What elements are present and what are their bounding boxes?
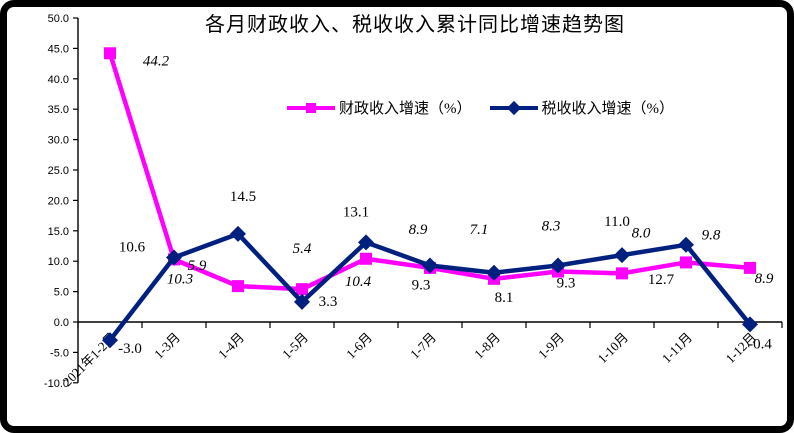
data-point-label: 10.6	[119, 240, 146, 256]
y-tick-label: 30.0	[48, 135, 69, 147]
data-point-label: 44.2	[143, 53, 170, 69]
legend: 财政收入增速（%） 税收收入增速（%）	[287, 97, 674, 118]
data-point-marker	[166, 249, 182, 266]
data-point-marker	[358, 234, 374, 251]
data-point-marker	[360, 252, 372, 265]
y-tick-label: 15.0	[48, 226, 69, 238]
y-tick-label: -5.0	[50, 347, 69, 359]
x-category-label: 1-11月	[659, 330, 695, 366]
y-tick-label: 25.0	[48, 165, 69, 177]
data-point-label: 8.9	[755, 271, 774, 287]
x-category-label: 1-3月	[151, 330, 183, 362]
data-point-label: 11.0	[604, 214, 630, 230]
data-point-label: 8.1	[495, 290, 514, 306]
data-point-label: 5.4	[293, 241, 312, 257]
data-point-label: 7.1	[470, 222, 489, 238]
x-category-label: 1-10月	[594, 330, 631, 367]
data-point-marker	[614, 247, 630, 264]
data-point-label: 9.3	[412, 277, 431, 293]
data-point-marker	[232, 280, 244, 293]
data-point-marker	[550, 257, 566, 274]
legend-label-tax: 税收收入增速（%）	[541, 101, 675, 117]
y-tick-label: 20.0	[48, 195, 69, 207]
y-tick-label: 0.0	[54, 317, 69, 329]
x-category-label: 1-6月	[343, 330, 375, 362]
y-tick-label: -10.0	[44, 378, 69, 390]
data-point-marker	[422, 257, 438, 274]
data-point-marker	[742, 316, 758, 333]
data-point-marker	[102, 332, 118, 349]
data-point-marker	[104, 47, 116, 60]
data-point-label: 3.3	[319, 294, 338, 310]
legend-item-tax: 税收收入增速（%）	[489, 97, 675, 118]
chart-title: 各月财政收入、税收收入累计同比增速趋势图	[205, 14, 625, 36]
data-point-label: 8.0	[632, 225, 651, 241]
data-point-marker	[296, 283, 308, 296]
data-point-marker	[294, 293, 310, 310]
data-point-label: 14.5	[230, 189, 256, 205]
x-category-label: 1-7月	[407, 330, 439, 362]
y-tick-label: 50.0	[48, 13, 69, 25]
fiscal-series-line	[107, 52, 751, 292]
data-point-label: 10.4	[345, 274, 372, 290]
data-point-label: 9.8	[702, 227, 721, 243]
x-category-label: 1-4月	[215, 330, 247, 362]
data-point-marker	[678, 236, 694, 253]
data-point-marker	[230, 225, 246, 242]
data-point-label: 13.1	[343, 204, 369, 220]
y-tick-label: 45.0	[48, 43, 69, 55]
data-point-label: 12.7	[648, 272, 675, 288]
data-point-marker	[486, 264, 502, 281]
fiscal-line-marker-icon	[287, 101, 335, 115]
diamond-marker-icon	[506, 100, 521, 115]
data-point-label: -3.0	[118, 341, 142, 357]
data-point-marker	[744, 261, 756, 274]
data-point-label: 8.9	[409, 222, 428, 238]
data-point-label: 5.9	[188, 258, 207, 274]
data-point-label: 9.3	[557, 275, 576, 291]
tax-line-marker-icon	[489, 100, 538, 115]
data-point-label: -0.4	[748, 336, 772, 352]
data-point-label: 10.3	[167, 271, 193, 287]
data-point-label: 8.3	[542, 219, 561, 235]
x-category-label: 1-9月	[535, 330, 567, 362]
x-category-label: 1-5月	[279, 330, 311, 362]
y-tick-label: 10.0	[48, 256, 69, 268]
square-marker-icon	[306, 102, 316, 113]
y-tick-label: 35.0	[48, 104, 69, 116]
data-point-marker	[616, 267, 628, 280]
x-category-label: 1-8月	[471, 330, 503, 362]
y-tick-label: 40.0	[48, 74, 69, 86]
y-tick-label: 5.0	[54, 287, 69, 299]
legend-item-fiscal: 财政收入增速（%）	[287, 97, 472, 118]
legend-label-fiscal: 财政收入增速（%）	[339, 101, 472, 117]
data-point-marker	[680, 256, 692, 269]
